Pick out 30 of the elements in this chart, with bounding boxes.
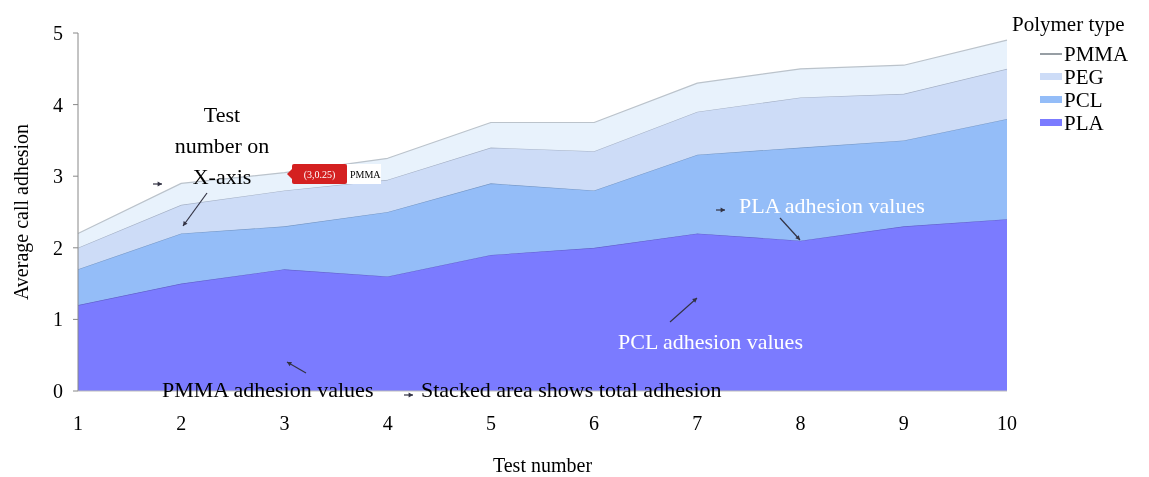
- x-tick-label: 1: [73, 412, 83, 434]
- x-tick-label: 6: [589, 412, 600, 434]
- x-tick-label: 9: [898, 412, 909, 434]
- x-tick-label: 3: [279, 412, 290, 434]
- annotation: PMMA adhesion values: [162, 377, 374, 402]
- y-tick-label: 0: [53, 380, 63, 402]
- annotation: (3,0.25): [303, 168, 336, 181]
- annotation: PLA adhesion values: [739, 193, 925, 218]
- x-tick-label: 5: [485, 412, 496, 434]
- x-tick-label: 7: [692, 412, 703, 434]
- annotation: PMMA: [350, 168, 382, 180]
- x-axis-title: Test number: [492, 454, 593, 476]
- x-tick-label: 8: [795, 412, 806, 434]
- annotation: Stacked area shows total adhesion: [421, 377, 722, 402]
- legend-label: PEG: [1064, 65, 1104, 90]
- y-tick-label: 3: [53, 165, 63, 188]
- annotation: PCL adhesion values: [618, 329, 803, 354]
- x-tick-label: 4: [382, 412, 393, 434]
- y-tick-label: 2: [53, 236, 63, 259]
- legend-label: PLA: [1064, 111, 1105, 136]
- text: PMMA: [1064, 42, 1130, 67]
- x-tick-label: 2: [176, 412, 187, 434]
- y-tick-label: 1: [53, 308, 63, 331]
- annotation: Test number on X-axis: [174, 102, 270, 189]
- y-tick-label: 5: [53, 22, 63, 44]
- x-tick-label: 10: [997, 412, 1017, 434]
- legend-title: Polymer type: [1012, 12, 1125, 36]
- y-axis-title: Average call adhesion: [10, 123, 33, 301]
- y-tick-label: 4: [53, 93, 63, 116]
- legend-label: PCL: [1064, 88, 1103, 113]
